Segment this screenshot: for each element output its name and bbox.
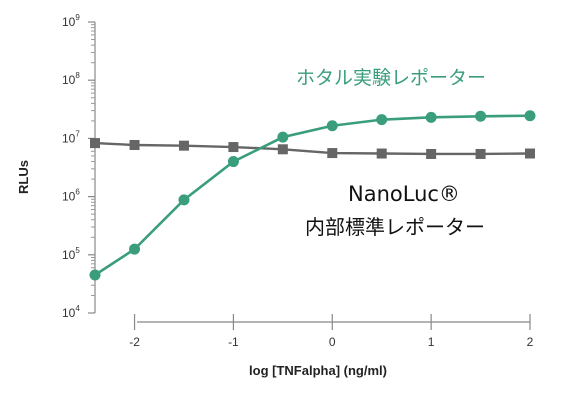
x-tick-label: -2 [129,335,140,349]
y-tick-label: 108 [62,71,80,87]
y-axis-title: RLUs [16,160,31,194]
series-line [94,114,531,277]
y-tick-exponent: 5 [75,246,80,255]
data-point [475,110,487,122]
data-point [524,110,536,122]
x-tick-label: 1 [428,335,435,349]
data-point [426,148,437,159]
x-tick-label: 0 [329,335,336,349]
series-0 [89,110,536,281]
data-point [89,269,101,281]
series-labels: ホタル実験レポーター NanoLuc® 内部標準レポーター [296,67,486,239]
series-1 [90,138,535,159]
data-point [525,148,535,159]
series-label-internal-reporter: 内部標準レポーター [305,215,485,239]
y-tick-label: 107 [62,129,80,145]
y-tick-label: 106 [62,188,80,204]
data-point [376,148,387,159]
x-axis: -2 -1 0 1 2 log [TNFalpha] (ng/ml) [129,314,534,378]
data-point [425,111,437,123]
data-point [376,114,388,126]
data-point [178,194,190,206]
y-tick-label: 109 [62,13,80,29]
y-tick-exponent: 7 [75,129,80,138]
data-point [178,140,189,151]
series-layer [89,110,536,281]
y-tick-label: 105 [62,246,80,262]
series-label-nanoluc: NanoLuc® [348,182,460,206]
data-point [475,148,486,159]
data-point [326,120,338,132]
data-point [327,148,338,159]
data-point [277,131,289,143]
x-axis-title: log [TNFalpha] (ng/ml) [249,363,387,378]
y-tick-exponent: 8 [75,71,80,80]
y-tick-base: 10 [62,15,76,29]
data-point [277,144,288,155]
x-tick-labels: -2 -1 0 1 2 [129,335,533,349]
series-label-firefly: ホタル実験レポーター [296,67,486,89]
y-tick-exponent: 6 [75,188,80,197]
y-major-ticks [88,21,95,314]
data-point [227,156,239,168]
x-tick-label: 2 [527,335,534,349]
y-tick-base: 10 [62,73,76,87]
y-tick-label: 104 [62,304,80,320]
y-tick-exponent: 4 [75,304,80,313]
x-tick-label: -1 [228,335,239,349]
y-tick-base: 10 [62,131,76,145]
y-tick-base: 10 [62,306,76,320]
y-tick-base: 10 [62,248,76,262]
y-tick-base: 10 [62,190,76,204]
data-point [129,140,140,151]
data-point [129,243,141,255]
x-ticks [133,314,531,330]
data-point [90,138,100,149]
y-tick-exponent: 9 [75,13,80,22]
series-line [94,141,531,156]
data-point [228,142,239,153]
